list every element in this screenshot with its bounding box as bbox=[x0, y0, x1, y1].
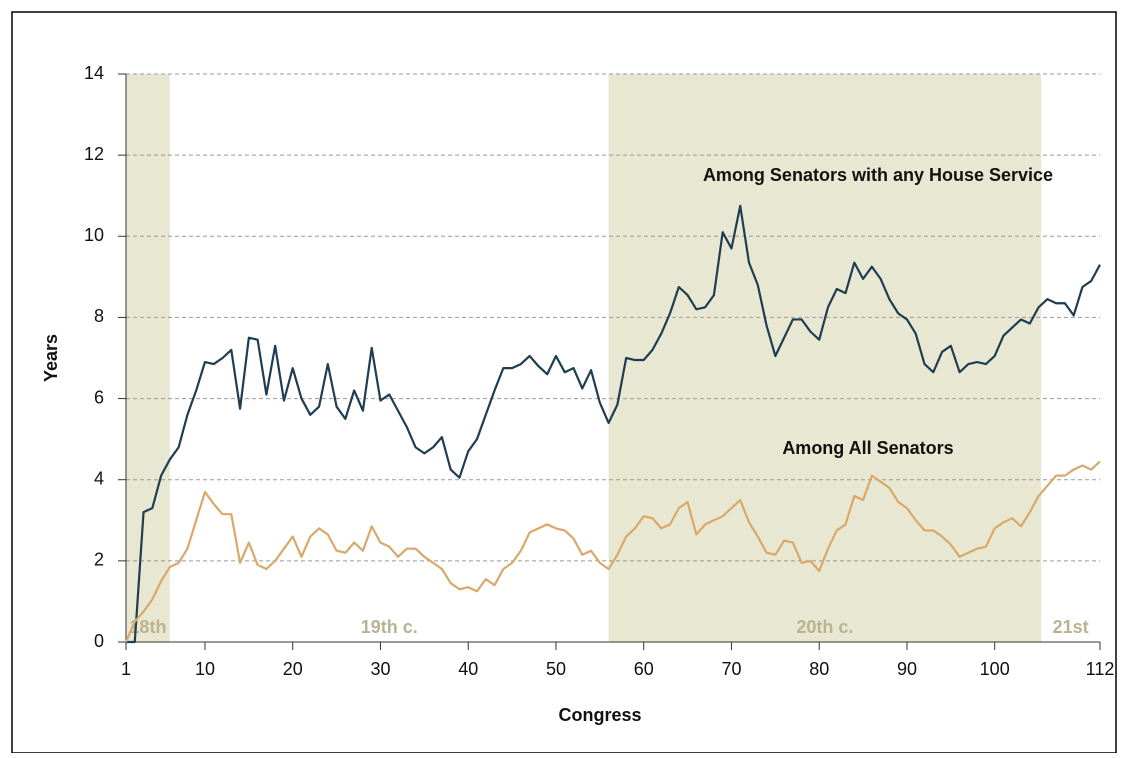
x-tick-label: 80 bbox=[809, 659, 829, 679]
y-tick-label: 14 bbox=[84, 63, 104, 83]
series-line bbox=[124, 460, 1101, 643]
x-tick-label: 112 bbox=[1086, 659, 1115, 679]
series-label: Among All Senators bbox=[782, 438, 953, 458]
y-tick-label: 8 bbox=[94, 306, 104, 326]
series-label: Among Senators with any House Service bbox=[703, 165, 1053, 185]
era-label: 21st bbox=[1053, 617, 1089, 637]
x-tick-label: 70 bbox=[721, 659, 741, 679]
x-tick-label: 50 bbox=[546, 659, 566, 679]
x-tick-label: 60 bbox=[634, 659, 654, 679]
y-tick-label: 2 bbox=[94, 550, 104, 570]
era-label: 20th c. bbox=[796, 617, 853, 637]
x-axis-label: Congress bbox=[558, 705, 641, 725]
series-line bbox=[126, 204, 1101, 644]
era-label: 19th c. bbox=[361, 617, 418, 637]
y-tick-label: 12 bbox=[84, 144, 104, 164]
x-tick-label: 10 bbox=[195, 659, 215, 679]
x-tick-label: 90 bbox=[897, 659, 917, 679]
x-tick-label: 30 bbox=[370, 659, 390, 679]
x-tick-label: 20 bbox=[283, 659, 303, 679]
era-band bbox=[608, 74, 1042, 642]
y-axis-label: Years bbox=[41, 334, 61, 382]
era-label: 18th bbox=[129, 617, 166, 637]
y-tick-label: 4 bbox=[94, 468, 104, 488]
era-band bbox=[126, 74, 170, 642]
x-tick-label: 40 bbox=[458, 659, 478, 679]
x-tick-label: 1 bbox=[121, 659, 131, 679]
y-tick-label: 6 bbox=[94, 387, 104, 407]
y-tick-label: 10 bbox=[84, 225, 104, 245]
x-tick-label: 100 bbox=[980, 659, 1010, 679]
y-tick-label: 0 bbox=[94, 631, 104, 651]
